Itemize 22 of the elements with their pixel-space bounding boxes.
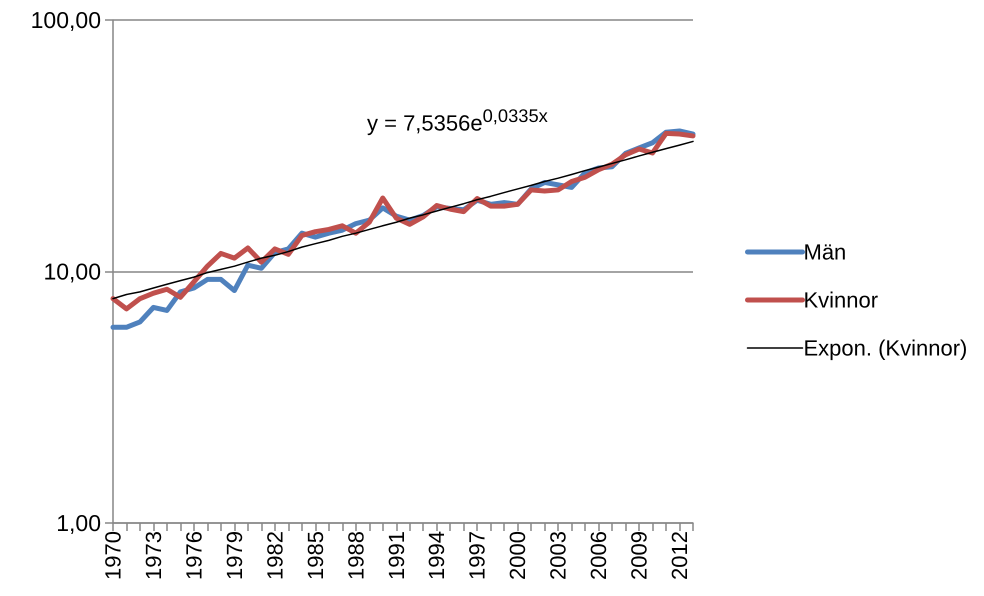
x-tick-label: 1973 [140, 531, 166, 580]
x-tick-label: 1991 [384, 531, 409, 580]
x-tick-label: 1982 [262, 531, 288, 580]
x-tick-label: 1976 [181, 531, 206, 580]
legend-label: Män [804, 240, 846, 264]
y-tick-label: 10,00 [43, 258, 101, 284]
y-tick-label: 100,00 [30, 7, 101, 33]
x-tick-label: 1970 [100, 531, 126, 580]
x-tick-label: 2012 [667, 531, 692, 580]
x-tick-label: 2009 [626, 531, 652, 580]
x-tick-label: 1997 [464, 531, 490, 580]
legend-label: Expon. (Kvinnor) [804, 336, 968, 360]
x-tick-label: 1988 [343, 531, 368, 580]
x-tick-label: 1985 [302, 531, 328, 580]
annotation: y = 7,5356e$^{0,0335x}$ [367, 104, 548, 138]
legend-label: Kvinnor [804, 288, 878, 312]
x-tick-label: 1979 [222, 531, 247, 580]
y-tick-label: 1,00 [56, 510, 101, 536]
x-tick-label: 2000 [505, 531, 530, 580]
x-tick-label: 2006 [586, 531, 612, 580]
x-tick-label: 2003 [546, 531, 571, 580]
x-tick-label: 1994 [424, 531, 450, 580]
